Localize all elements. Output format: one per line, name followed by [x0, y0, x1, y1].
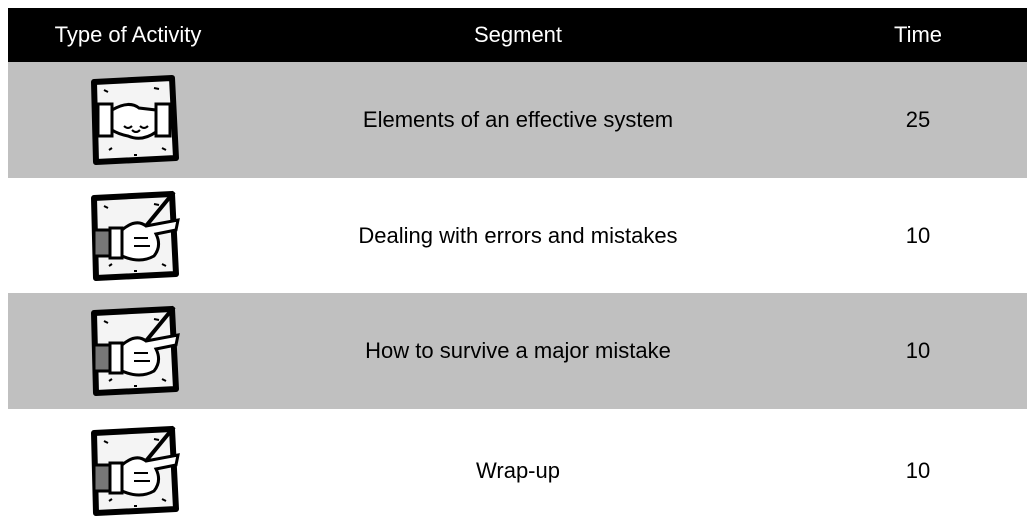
segment-cell: How to survive a major mistake [365, 338, 671, 363]
table-row: How to survive a major mistake 10 [8, 293, 1027, 409]
activity-icon [84, 186, 184, 286]
header-cell: Segment [473, 22, 563, 47]
table-row: Wrap-up 10 [8, 409, 1027, 532]
header-cell: Time [893, 22, 943, 47]
time-cell: 10 [905, 338, 931, 363]
activity-icon [84, 70, 184, 170]
table-header: Type of Activity Segment Time [8, 8, 1027, 62]
table-row: Dealing with errors and mistakes 10 [8, 178, 1027, 293]
time-cell: 25 [905, 107, 931, 132]
activity-icon [84, 421, 184, 521]
table-row: Elements of an effective system 25 [8, 62, 1027, 178]
segment-cell: Wrap-up [476, 457, 560, 483]
time-cell: 10 [905, 457, 931, 483]
time-cell: 10 [905, 222, 931, 248]
activity-icon [84, 301, 184, 401]
segment-cell: Dealing with errors and mistakes [358, 222, 678, 248]
segment-cell: Elements of an effective system [362, 107, 674, 132]
header-cell: Type of Activity [54, 22, 202, 47]
